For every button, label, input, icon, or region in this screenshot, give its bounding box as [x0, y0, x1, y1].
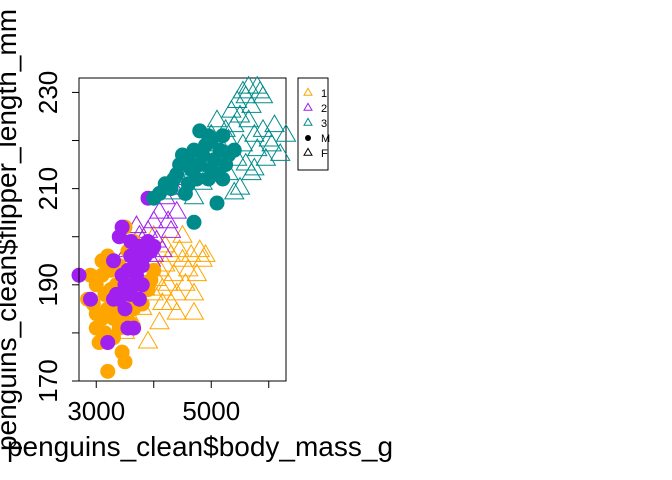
point-g3-f-36 — [252, 85, 274, 104]
point-g3-f-35 — [238, 75, 259, 94]
point-g3-f-17 — [229, 104, 251, 123]
point-g1-m-36 — [146, 262, 162, 278]
point-g1-f-15 — [163, 263, 185, 282]
point-g3-m-24 — [186, 214, 202, 230]
legend-marker-dot — [305, 135, 311, 141]
point-g3-f-43 — [269, 142, 291, 161]
point-g2-m-28 — [131, 291, 147, 307]
point-g3-f-33 — [223, 181, 245, 200]
point-g1-f-22 — [183, 301, 205, 320]
point-g1-f-39 — [152, 277, 173, 296]
y-tick-label: 190 — [33, 263, 63, 306]
point-g1-f-14 — [160, 243, 182, 262]
legend-frame — [297, 77, 329, 171]
legend-marker-triangle — [303, 117, 313, 126]
legend-label: 3 — [321, 118, 327, 130]
point-g2-m-2 — [100, 335, 116, 351]
legend-marker-triangle — [303, 147, 313, 156]
tick-marks: 3000 5000 170 190 210 230 — [33, 71, 270, 426]
point-g1-m-23 — [117, 354, 133, 370]
y-tick-label: 210 — [33, 167, 63, 210]
point-g1-f-32 — [160, 292, 182, 311]
y-tick-label: 230 — [33, 71, 63, 114]
point-g2-m-17 — [134, 277, 150, 293]
legend-marker-triangle — [303, 102, 313, 111]
point-g3-f-30 — [235, 152, 257, 171]
point-g3-f-22 — [244, 123, 265, 142]
point-g3-f-26 — [255, 147, 277, 166]
point-g1-f-16 — [166, 282, 188, 301]
point-g2-m-6 — [114, 219, 130, 235]
point-g3-m-25 — [209, 195, 225, 211]
point-g2-m-22 — [146, 238, 162, 254]
point-g3-f-16 — [226, 90, 248, 109]
point-g1-f-24 — [189, 239, 211, 258]
point-g1-f-12 — [154, 253, 176, 272]
point-g3-f-28 — [264, 114, 285, 133]
legend-label: 2 — [321, 103, 327, 115]
point-g2-m-25 — [126, 320, 142, 336]
point-g1-m-39 — [94, 253, 110, 269]
point-g1-f-19 — [175, 272, 196, 291]
point-g3-m-21 — [215, 128, 231, 144]
point-g1-f-13 — [157, 272, 179, 291]
point-g3-f-9 — [206, 109, 228, 128]
point-g2-m-1 — [83, 291, 98, 307]
x-tick-label: 5000 — [182, 396, 240, 426]
legend-label: 1 — [321, 88, 327, 100]
point-g1-f-21 — [180, 243, 202, 262]
point-g3-f-32 — [229, 176, 251, 195]
point-g3-f-14 — [221, 99, 242, 118]
point-g3-m-31 — [215, 171, 231, 187]
point-g3-f-21 — [241, 94, 262, 113]
legend-marker-triangle — [303, 87, 313, 96]
point-g1-f-37 — [166, 301, 188, 320]
y-tick-label: 170 — [33, 359, 63, 402]
point-g3-m-27 — [203, 161, 219, 177]
point-g3-f-42 — [244, 157, 265, 176]
point-g3-f-39 — [232, 133, 254, 152]
point-g2-m-29 — [123, 234, 139, 250]
point-g3-f-15 — [223, 114, 245, 133]
point-g1-f-36 — [183, 282, 205, 301]
point-g2-f-18 — [160, 219, 182, 238]
data-points — [71, 75, 297, 379]
y-axis-title: penguins_clean$flipper_length_mm — [0, 9, 22, 451]
legend-label: M — [321, 133, 330, 145]
legend-label: F — [321, 148, 328, 160]
point-g1-f-33 — [172, 224, 193, 243]
point-g1-f-31 — [149, 311, 170, 330]
point-g1-f-26 — [195, 243, 216, 262]
point-g3-f-23 — [246, 138, 268, 157]
point-g3-f-19 — [235, 85, 257, 104]
x-axis-title: penguins_clean$body_mass_g — [7, 431, 393, 462]
point-g3-f-20 — [238, 109, 259, 128]
point-g3-m-30 — [200, 128, 216, 144]
point-g3-m-28 — [226, 142, 242, 158]
point-g2-f-12 — [143, 210, 165, 229]
point-g2-f-14 — [149, 200, 170, 219]
point-g3-m-29 — [180, 176, 196, 192]
point-g2-f-17 — [157, 210, 179, 229]
point-g3-f-37 — [261, 133, 282, 152]
point-g1-f-30 — [137, 330, 159, 349]
point-g2-m-27 — [106, 291, 121, 307]
point-g3-f-29 — [275, 123, 297, 142]
point-g1-f-23 — [186, 263, 208, 282]
point-g2-f-20 — [166, 200, 188, 219]
point-g1-f-17 — [169, 239, 190, 258]
point-g1-m-12 — [100, 363, 116, 379]
point-g1-f-20 — [177, 258, 199, 277]
point-g3-f-25 — [252, 118, 274, 137]
x-tick-label: 3000 — [67, 396, 125, 426]
point-g2-m-3 — [106, 253, 121, 269]
legend: 1 2 3 MF — [297, 77, 330, 171]
point-g1-f-18 — [172, 248, 193, 267]
